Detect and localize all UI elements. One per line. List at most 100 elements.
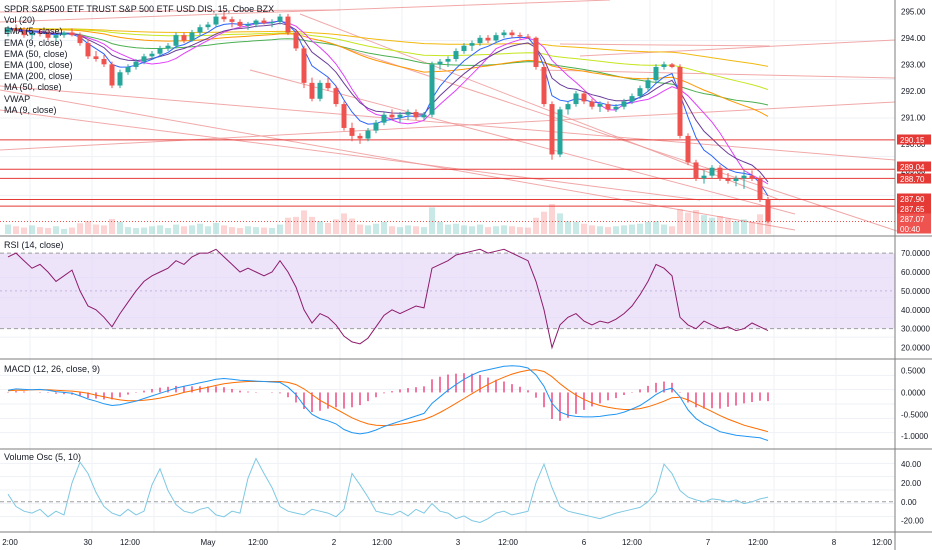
candle-body — [541, 66, 547, 105]
volume-bar — [397, 227, 403, 234]
volume-osc-tick-label: 40.00 — [901, 460, 922, 469]
candle-body — [749, 175, 755, 179]
price-label-box — [897, 223, 931, 234]
volume-bar — [605, 227, 611, 234]
macd-tick-label: -1.0000 — [901, 432, 929, 441]
volume-bar — [469, 226, 475, 234]
volume-bar — [749, 222, 755, 234]
volume-bar — [485, 227, 491, 234]
trend-line — [539, 69, 896, 79]
volume-bar — [541, 211, 547, 234]
volume-bar — [349, 218, 355, 234]
candle-body — [45, 33, 51, 38]
volume-bar — [157, 225, 163, 234]
candle-body — [189, 32, 195, 41]
candle-body — [693, 162, 699, 179]
volume-bar — [477, 224, 483, 234]
time-tick-label: 12:00 — [748, 538, 769, 547]
candle-body — [149, 53, 155, 57]
volume-bar — [325, 222, 331, 234]
volume-bar — [733, 221, 739, 234]
volume-bar — [549, 204, 555, 234]
rsi-legend[interactable]: RSI (14, close) — [4, 240, 64, 250]
volume-bar — [133, 228, 139, 234]
candle-body — [333, 88, 339, 105]
candle-body — [381, 114, 387, 123]
candle-body — [413, 112, 419, 118]
volume-osc-tick-label: -20.00 — [901, 517, 924, 526]
trend-line — [559, 43, 771, 47]
macd-legend[interactable]: MACD (12, 26, close, 9) — [4, 364, 101, 374]
candle-body — [733, 178, 739, 181]
candle-body — [765, 199, 771, 222]
time-tick-label: May — [200, 538, 215, 547]
volume-bar — [253, 227, 259, 234]
volume-osc-line — [7, 457, 769, 524]
candle-body — [637, 88, 643, 97]
candle-body — [61, 32, 67, 36]
volume-bar — [229, 227, 235, 234]
rsi-tick-label: 70.0000 — [901, 249, 930, 258]
volume-bar — [141, 227, 147, 234]
price-label-box — [897, 161, 931, 172]
candle-body — [357, 135, 363, 139]
candle-body — [109, 64, 115, 86]
candle-body — [445, 59, 451, 62]
candle-body — [237, 21, 243, 26]
candle-body — [309, 82, 315, 99]
candle-body — [197, 27, 203, 33]
horizontal-level-layer — [0, 139, 895, 223]
time-tick-label: 12:00 — [120, 538, 141, 547]
candle-body — [325, 82, 331, 89]
volume-bar — [525, 227, 531, 234]
volume-bar — [101, 225, 107, 234]
volume-bar — [589, 225, 595, 234]
volume-bar — [725, 218, 731, 234]
rsi-tick-label: 50.0000 — [901, 287, 930, 296]
candle-body — [517, 35, 523, 37]
volume-osc-legend[interactable]: Volume Osc (5, 10) — [4, 452, 82, 462]
candle-body — [117, 72, 123, 86]
volume-bar — [437, 222, 443, 234]
time-tick-label: 2 — [332, 538, 337, 547]
volume-bar — [557, 213, 563, 234]
candle-body — [13, 28, 19, 32]
candle-body — [477, 37, 483, 44]
candle-body — [277, 16, 283, 22]
volume-layer — [5, 204, 771, 234]
candle-body — [85, 43, 91, 57]
ema50-line — [7, 28, 769, 117]
candle-body — [29, 32, 35, 36]
candle-body — [125, 66, 131, 73]
volume-bar — [117, 222, 123, 234]
trend-line — [0, 9, 341, 13]
volume-bar — [197, 223, 203, 234]
candle-body — [605, 104, 611, 110]
candle-body — [549, 104, 555, 155]
price-label-box — [897, 203, 931, 214]
candle-body — [653, 66, 659, 81]
volume-bar — [533, 217, 539, 234]
volume-bar — [277, 224, 283, 234]
price-label-text: 287.07 — [900, 215, 925, 224]
rsi-tick-label: 60.0000 — [901, 268, 930, 277]
candle-body — [709, 167, 715, 176]
volume-bar — [565, 221, 571, 234]
volume-bar — [309, 216, 315, 234]
ema200-line — [8, 28, 769, 67]
candle-body — [717, 167, 723, 179]
volume-bar — [581, 223, 587, 234]
candle-body — [429, 64, 435, 115]
rsi-layer — [7, 248, 769, 350]
candle-body — [589, 101, 595, 107]
price-tick-label: 294.00 — [901, 34, 926, 43]
candle-body — [157, 48, 163, 54]
volume-bar — [341, 213, 347, 234]
ma50-line — [7, 28, 769, 106]
candle-body — [613, 106, 619, 110]
volume-bar — [509, 226, 515, 234]
candle-body — [573, 93, 579, 105]
candle-body — [645, 80, 651, 89]
candle-body — [229, 19, 235, 22]
